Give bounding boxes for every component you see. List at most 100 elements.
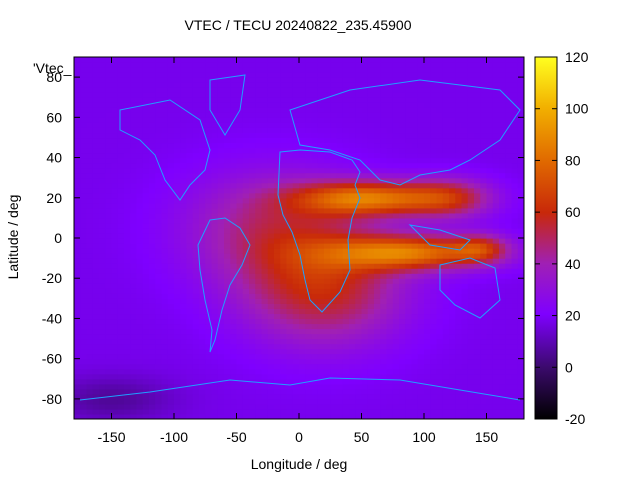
- heatmap-cell: [130, 273, 138, 279]
- heatmap-cell: [74, 408, 81, 415]
- heatmap-cell: [180, 167, 188, 174]
- heatmap-cell: [74, 383, 81, 390]
- heatmap-cell: [192, 112, 200, 118]
- heatmap-cell: [211, 278, 219, 284]
- heatmap-cell: [105, 268, 113, 274]
- heatmap-cell: [236, 227, 244, 234]
- heatmap-cell: [242, 217, 250, 224]
- heatmap-cell: [111, 227, 119, 234]
- heatmap-cell: [111, 238, 119, 244]
- heatmap-cell: [267, 62, 275, 68]
- heatmap-cell: [411, 323, 419, 330]
- heatmap-cell: [305, 288, 313, 294]
- heatmap-cell: [492, 253, 500, 259]
- heatmap-cell: [111, 162, 119, 169]
- heatmap-cell: [80, 107, 88, 113]
- heatmap-cell: [80, 398, 88, 405]
- heatmap-cell: [80, 162, 88, 169]
- heatmap-cell: [349, 388, 356, 395]
- heatmap-cell: [317, 222, 325, 229]
- heatmap-cell: [367, 298, 375, 304]
- heatmap-cell: [99, 122, 106, 128]
- heatmap-cell: [280, 283, 288, 289]
- heatmap-cell: [455, 248, 463, 254]
- heatmap-cell: [442, 67, 450, 73]
- heatmap-cell: [386, 258, 394, 264]
- heatmap-cell: [336, 278, 344, 284]
- heatmap-cell: [367, 328, 375, 335]
- heatmap-cell: [367, 318, 375, 325]
- heatmap-cell: [267, 142, 275, 149]
- heatmap-cell: [211, 232, 219, 239]
- heatmap-cell: [336, 147, 344, 154]
- heatmap-cell: [355, 383, 363, 390]
- heatmap-cell: [92, 172, 100, 179]
- heatmap-cell: [436, 393, 444, 400]
- heatmap-cell: [80, 403, 88, 410]
- heatmap-cell: [80, 263, 88, 269]
- heatmap-cell: [149, 348, 156, 355]
- heatmap-cell: [311, 413, 319, 419]
- heatmap-cell: [355, 102, 363, 108]
- heatmap-cell: [267, 388, 275, 395]
- heatmap-cell: [399, 172, 406, 179]
- heatmap-cell: [417, 162, 425, 169]
- heatmap-cell: [255, 238, 263, 244]
- heatmap-cell: [161, 273, 169, 279]
- heatmap-cell: [355, 142, 363, 149]
- heatmap-cell: [449, 238, 456, 244]
- heatmap-cell: [455, 338, 463, 345]
- heatmap-cell: [305, 127, 313, 134]
- heatmap-cell: [267, 172, 275, 179]
- heatmap-cell: [105, 248, 113, 254]
- heatmap-cell: [317, 192, 325, 199]
- heatmap-cell: [167, 227, 175, 234]
- heatmap-cell: [349, 343, 356, 350]
- heatmap-cell: [161, 408, 169, 415]
- heatmap-cell: [130, 398, 138, 405]
- heatmap-cell: [467, 303, 475, 309]
- heatmap-cell: [380, 338, 388, 345]
- heatmap-cell: [267, 403, 275, 410]
- heatmap-cell: [267, 222, 275, 229]
- heatmap-cell: [330, 107, 338, 113]
- heatmap-cell: [299, 343, 306, 350]
- heatmap-cell: [111, 353, 119, 360]
- heatmap-cell: [486, 197, 494, 204]
- heatmap-cell: [480, 398, 488, 405]
- heatmap-cell: [436, 112, 444, 118]
- heatmap-cell: [411, 112, 419, 118]
- heatmap-cell: [274, 162, 281, 169]
- heatmap-cell: [442, 157, 450, 164]
- heatmap-cell: [292, 318, 300, 325]
- heatmap-cell: [217, 72, 225, 78]
- heatmap-cell: [111, 258, 119, 264]
- heatmap-cell: [442, 177, 450, 184]
- heatmap-cell: [299, 82, 306, 88]
- heatmap-cell: [117, 338, 125, 345]
- heatmap-cell: [130, 248, 138, 254]
- heatmap-cell: [92, 353, 100, 360]
- heatmap-cell: [92, 328, 100, 335]
- heatmap-cell: [299, 258, 306, 264]
- heatmap-cell: [355, 92, 363, 98]
- heatmap-cell: [324, 62, 331, 68]
- heatmap-cell: [474, 117, 481, 123]
- heatmap-cell: [174, 187, 181, 194]
- heatmap-cell: [142, 268, 150, 274]
- heatmap-cell: [224, 137, 231, 144]
- heatmap-cell: [199, 147, 206, 154]
- heatmap-cell: [155, 398, 163, 405]
- heatmap-cell: [267, 353, 275, 360]
- heatmap-cell: [399, 263, 406, 269]
- heatmap-cell: [361, 127, 369, 134]
- heatmap-cell: [167, 278, 175, 284]
- heatmap-cell: [442, 313, 450, 320]
- heatmap-cell: [480, 288, 488, 294]
- heatmap-cell: [174, 57, 181, 63]
- heatmap-cell: [461, 383, 469, 390]
- heatmap-cell: [355, 393, 363, 400]
- heatmap-cell: [255, 182, 263, 189]
- heatmap-cell: [349, 318, 356, 325]
- heatmap-cell: [286, 222, 294, 229]
